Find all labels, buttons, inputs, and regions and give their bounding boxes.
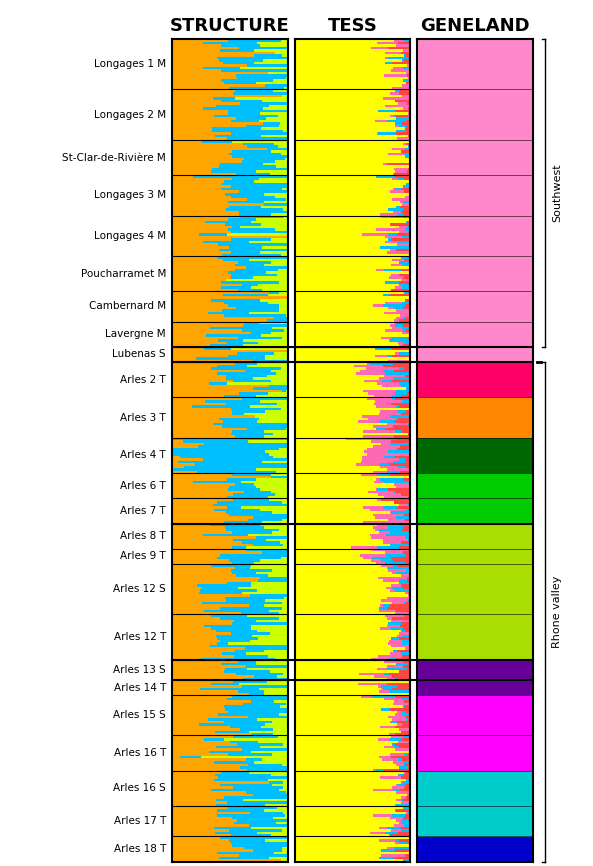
Text: St-Clar-de-Rivière M: St-Clar-de-Rivière M (62, 152, 166, 163)
Text: Lubenas S: Lubenas S (113, 349, 166, 359)
Text: Longages 4 M: Longages 4 M (94, 231, 166, 241)
Text: Arles 16 T: Arles 16 T (114, 748, 166, 758)
Text: TESS: TESS (327, 16, 378, 35)
Text: Arles 12 S: Arles 12 S (113, 585, 166, 594)
Text: Arles 12 T: Arles 12 T (114, 632, 166, 642)
Text: Arles 7 T: Arles 7 T (120, 506, 166, 516)
Text: Arles 17 T: Arles 17 T (114, 817, 166, 826)
Text: Longages 2 M: Longages 2 M (94, 110, 166, 120)
Text: Cambernard M: Cambernard M (89, 301, 166, 312)
Text: Arles 6 T: Arles 6 T (120, 481, 166, 491)
Text: STRUCTURE: STRUCTURE (170, 16, 289, 35)
Text: Arles 8 T: Arles 8 T (120, 531, 166, 541)
Text: Arles 16 S: Arles 16 S (113, 784, 166, 793)
Text: Longages 3 M: Longages 3 M (94, 191, 166, 200)
Text: Arles 9 T: Arles 9 T (120, 552, 166, 561)
Text: Lavergne M: Lavergne M (106, 329, 166, 339)
Text: Arles 4 T: Arles 4 T (120, 450, 166, 461)
Text: Southwest: Southwest (552, 164, 562, 223)
Text: Arles 18 T: Arles 18 T (114, 844, 166, 854)
Text: Longages 1 M: Longages 1 M (94, 59, 166, 69)
Text: GENELAND: GENELAND (420, 16, 530, 35)
Text: Arles 3 T: Arles 3 T (120, 412, 166, 423)
Text: Arles 2 T: Arles 2 T (120, 375, 166, 385)
Text: Poucharramet M: Poucharramet M (81, 268, 166, 279)
Text: Rhone valley: Rhone valley (552, 576, 562, 648)
Text: Arles 13 S: Arles 13 S (113, 665, 166, 675)
Text: Arles 15 S: Arles 15 S (113, 710, 166, 721)
Text: Arles 14 T: Arles 14 T (114, 682, 166, 693)
